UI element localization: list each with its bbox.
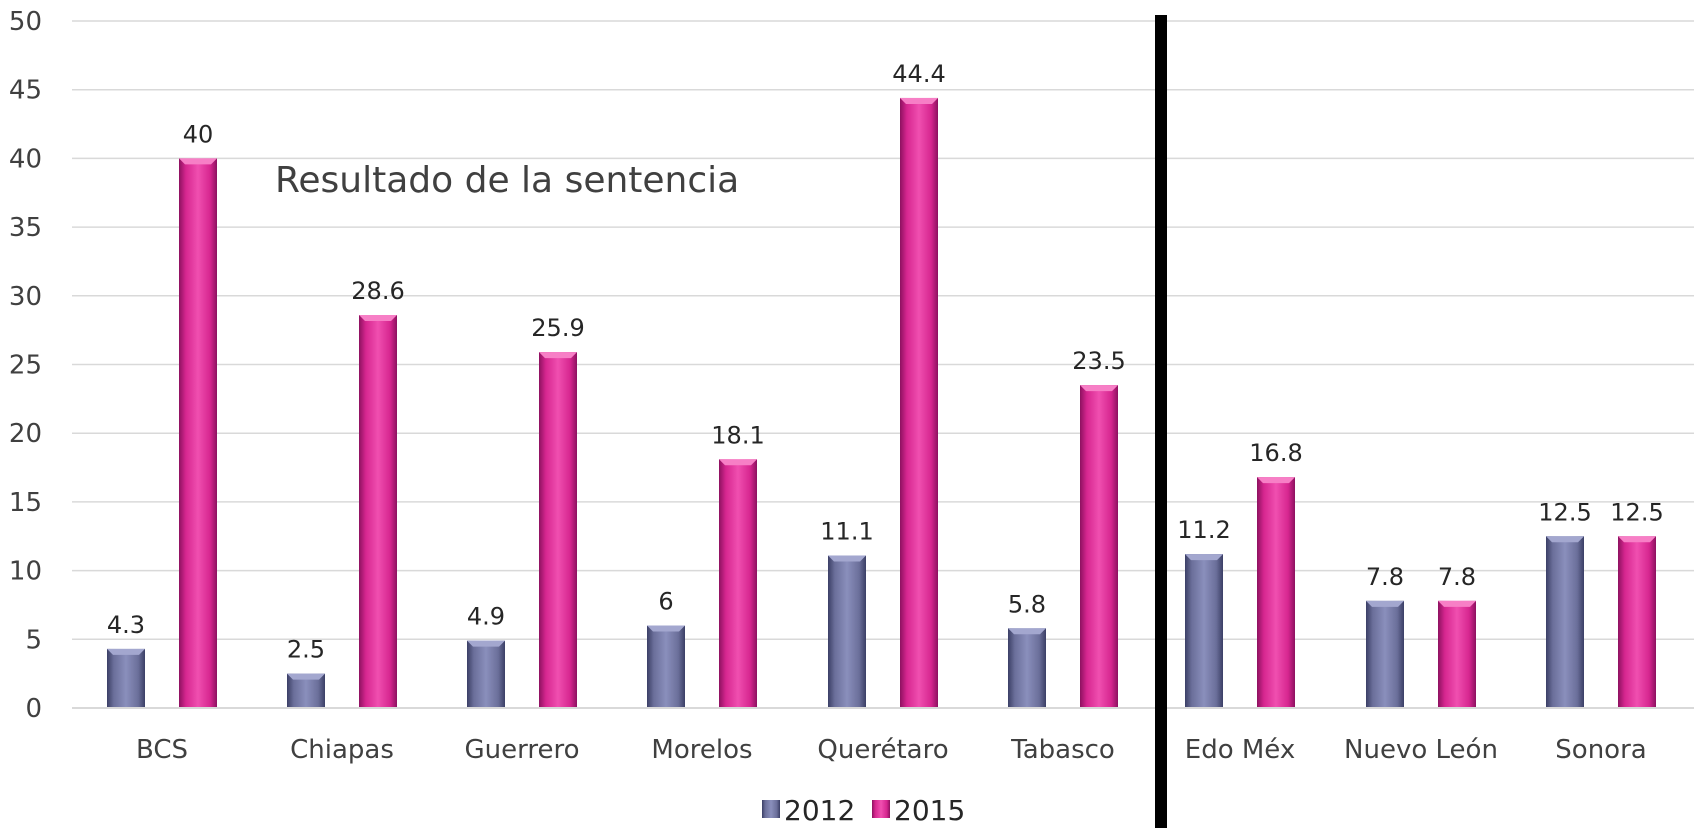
bar-2012-sonora — [1546, 536, 1584, 708]
bar-cap — [539, 352, 577, 359]
y-tick-label: 35 — [9, 213, 42, 243]
y-tick-label: 25 — [9, 351, 42, 381]
data-label: 7.8 — [1438, 563, 1476, 591]
bar-cap — [179, 158, 217, 165]
bar-cap — [1008, 628, 1046, 635]
bar-2015-bcs — [179, 158, 217, 708]
x-tick-label: Chiapas — [290, 735, 394, 765]
data-label: 12.5 — [1538, 498, 1591, 526]
bar-cap — [1438, 600, 1476, 607]
data-label: 16.8 — [1249, 439, 1302, 467]
data-label: 23.5 — [1072, 347, 1125, 375]
x-tick-label: Querétaro — [817, 735, 948, 765]
legend: 2012 2015 — [762, 794, 965, 827]
bars — [107, 97, 1656, 709]
data-label: 44.4 — [892, 60, 945, 88]
legend-swatch — [872, 800, 890, 818]
x-tick-label: Morelos — [651, 735, 752, 765]
bar-2015-guerrero — [539, 352, 577, 708]
y-tick-label: 20 — [9, 419, 42, 449]
bar-2012-edo-méx — [1185, 554, 1223, 708]
bar-2015-sonora — [1618, 536, 1656, 708]
data-label: 11.2 — [1177, 516, 1230, 544]
bar-cap — [719, 459, 757, 466]
group-separator-line — [1155, 15, 1167, 828]
data-label: 28.6 — [351, 277, 404, 305]
x-tick-label: Tabasco — [1010, 735, 1115, 765]
bar-2012-guerrero — [467, 640, 505, 708]
legend-label: 2012 — [784, 794, 855, 827]
data-label: 2.5 — [287, 636, 325, 664]
y-tick-label: 10 — [9, 557, 42, 587]
bar-2015-nuevo-león — [1438, 600, 1476, 708]
data-label: 4.9 — [467, 603, 505, 631]
bar-cap — [1546, 536, 1584, 543]
bar-cap — [647, 625, 685, 632]
bar-2015-querétaro — [900, 97, 938, 709]
data-label: 6 — [658, 588, 673, 616]
bar-2012-morelos — [647, 625, 685, 708]
bar-cap — [287, 673, 325, 680]
x-tick-label: Edo Méx — [1185, 735, 1295, 765]
gridlines — [72, 20, 1694, 709]
x-tick-label: Guerrero — [465, 735, 580, 765]
data-label: 25.9 — [531, 314, 584, 342]
y-tick-label: 40 — [9, 144, 42, 174]
y-tick-label: 15 — [9, 488, 42, 518]
bar-2012-tabasco — [1008, 628, 1046, 708]
bar-2015-edo-méx — [1257, 477, 1295, 708]
x-tick-label: Nuevo León — [1344, 735, 1498, 765]
bar-cap — [1185, 554, 1223, 561]
bar-2015-tabasco — [1080, 385, 1118, 708]
bar-cap — [828, 555, 866, 562]
data-label: 12.5 — [1610, 498, 1663, 526]
y-tick-label: 5 — [25, 625, 42, 655]
chart-title: Resultado de la sentencia — [275, 160, 739, 201]
bar-2015-morelos — [719, 459, 757, 708]
bar-cap — [467, 640, 505, 647]
x-tick-label: BCS — [136, 735, 188, 765]
bar-2015-chiapas — [359, 315, 397, 708]
data-labels: 4.3 2.5 4.9 6 11.1 5.8 11.2 7.8 12.5 40 28.6 25.9 18… — [107, 60, 1664, 664]
data-label: 18.1 — [711, 421, 764, 449]
bar-cap — [1080, 385, 1118, 392]
bar-cap — [900, 97, 938, 104]
legend-label: 2015 — [894, 794, 965, 827]
legend-swatch — [762, 800, 780, 818]
y-tick-label: 45 — [9, 76, 42, 106]
bar-2012-bcs — [107, 648, 145, 708]
y-tick-label: 30 — [9, 282, 42, 312]
y-axis: 0 5 10 15 20 25 30 35 40 45 50 — [9, 7, 42, 724]
bar-cap — [1366, 600, 1404, 607]
x-axis: BCS Chiapas Guerrero Morelos Querétaro Tabasc… — [72, 707, 1694, 765]
bar-cap — [1257, 477, 1295, 484]
data-label: 40 — [183, 120, 214, 148]
bar-cap — [107, 648, 145, 655]
y-tick-label: 0 — [25, 694, 42, 724]
data-label: 11.1 — [820, 517, 873, 545]
y-tick-label: 50 — [9, 7, 42, 37]
data-label: 4.3 — [107, 611, 145, 639]
data-label: 7.8 — [1366, 563, 1404, 591]
bar-2012-querétaro — [828, 555, 866, 708]
bar-2012-nuevo-león — [1366, 600, 1404, 708]
bar-cap — [359, 315, 397, 322]
x-tick-label: Sonora — [1555, 735, 1646, 765]
data-label: 5.8 — [1008, 590, 1046, 618]
bar-cap — [1618, 536, 1656, 543]
